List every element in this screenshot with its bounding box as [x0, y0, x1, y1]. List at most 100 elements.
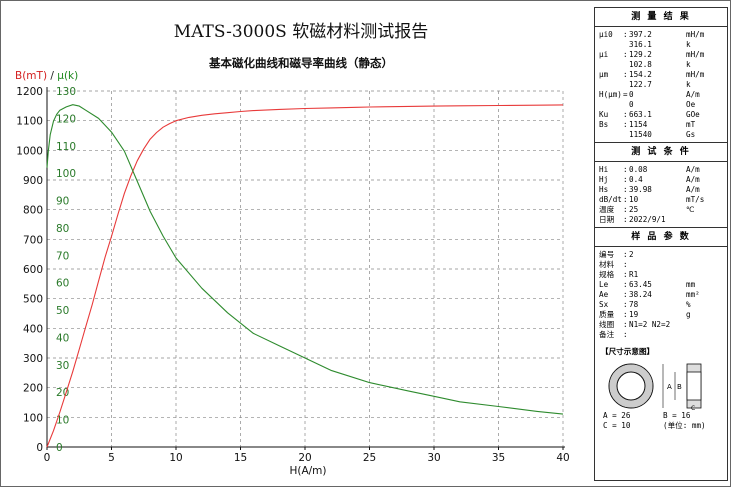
dim-label-c: C — [691, 405, 695, 411]
conditions-row: Hs:39.98 A/m — [595, 185, 727, 195]
dim-a: A = 26 — [603, 411, 631, 420]
results-heading: 测 量 结 果 — [595, 8, 727, 27]
sample-row: Ae:38.24 mm² — [595, 290, 727, 300]
sample-row: 备注: — [595, 330, 727, 340]
sample-row: Sx:78% — [595, 300, 727, 310]
results-value: 1154 — [629, 120, 648, 129]
y-right-tick-label: 10 — [56, 415, 69, 427]
ring-core-diagram: A B C — [608, 363, 702, 411]
x-axis-label: H(A/m) — [289, 465, 326, 477]
sample-row: Le:63.45 mm — [595, 280, 727, 290]
sample-row: 质量:19 g — [595, 310, 727, 320]
conditions-label: 日期 — [599, 215, 615, 224]
y-left-tick-label: 800 — [23, 205, 43, 217]
results-unit: A/m — [686, 90, 700, 99]
sample-colon: : — [623, 320, 628, 329]
conditions-unit: A/m — [686, 185, 700, 194]
results-colon: : — [623, 30, 628, 39]
sample-colon: : — [623, 260, 628, 269]
dim-b: B = 16 — [663, 411, 691, 420]
bh-chart: MATS-3000S 软磁材料测试报告 基本磁化曲线和磁导率曲线（静态） B(m… — [15, 22, 570, 477]
conditions-value: 39.98 — [629, 185, 652, 194]
dim-c: C = 10 — [603, 421, 631, 430]
y-left-tick-label: 1000 — [16, 145, 43, 157]
results-label: H(μm) — [599, 90, 622, 99]
conditions-row: dB/dt:10 mT/s — [595, 195, 727, 205]
sample-list: 编号:2 材料: 规格: R1 Le:63.45 mm Ae:38.24 mm² Sx:78% 质… — [595, 247, 727, 342]
results-row: Bs:1154 mT — [595, 120, 727, 130]
conditions-colon: : — [623, 195, 628, 204]
results-unit: mH/m — [686, 30, 705, 39]
results-row: H(μm) = 0 A/m — [595, 90, 727, 100]
sample-row: 规格: R1 — [595, 270, 727, 280]
y-right-tick-label: 100 — [56, 168, 76, 180]
results-value: 397.2 — [629, 30, 652, 39]
y-right-tick-label: 70 — [56, 250, 69, 262]
sample-heading: 样 品 参 数 — [595, 227, 727, 247]
sample-colon: : — [623, 270, 628, 279]
core-section-hole — [686, 371, 702, 401]
conditions-value: 2022/9/1 — [629, 215, 666, 224]
conditions-unit: mT/s — [686, 195, 705, 204]
y-left-tick-label: 600 — [23, 264, 43, 276]
dim-unit: (单位: mm) — [663, 421, 706, 430]
y-right-tick-label: 120 — [56, 113, 76, 125]
conditions-unit: A/m — [686, 175, 700, 184]
sample-label: 编号 — [599, 250, 615, 259]
sample-label: 备注 — [599, 330, 615, 339]
y-right-tick-label: 80 — [56, 223, 69, 235]
x-tick-label: 5 — [108, 452, 115, 464]
conditions-row: Hj:0.4 A/m — [595, 175, 727, 185]
results-row: μm:154.2 mH/m — [595, 70, 727, 80]
conditions-value: 25 — [629, 205, 639, 214]
sample-label: 材料 — [599, 260, 615, 269]
results-value: 11540 — [629, 130, 652, 139]
results-unit: mH/m — [686, 70, 705, 79]
conditions-label: Hs — [599, 185, 609, 194]
chart-title: MATS-3000S 软磁材料测试报告 — [174, 22, 428, 42]
conditions-label: 温度 — [599, 205, 615, 214]
results-label: Ku — [599, 110, 609, 119]
tick-labels: 0 5 10 15 20 25 30 35 40010020030040050060070080… — [16, 86, 569, 464]
conditions-label: dB/dt — [599, 195, 622, 204]
sample-unit: mm² — [686, 290, 700, 299]
results-row: 122.7 k — [595, 80, 727, 90]
conditions-list: Hi:0.08 A/m Hj:0.4 A/m Hs:39.98 A/m dB/dt:10 mT… — [595, 162, 727, 227]
conditions-row: Hi:0.08 A/m — [595, 165, 727, 175]
results-value: 129.2 — [629, 50, 652, 59]
results-unit: k — [686, 40, 691, 49]
results-value: 154.2 — [629, 70, 652, 79]
chart-subtitle: 基本磁化曲线和磁导率曲线（静态） — [208, 56, 393, 70]
conditions-colon: : — [623, 175, 628, 184]
grid — [47, 90, 564, 447]
y-right-tick-label: 110 — [56, 141, 76, 153]
y-left-tick-label: 1200 — [16, 86, 43, 98]
y-right-tick-label: 50 — [56, 305, 69, 317]
diagram-title: 【尺寸示意图】 — [601, 347, 655, 356]
results-unit: Gs — [686, 130, 696, 139]
results-row: μi:129.2 mH/m — [595, 50, 727, 60]
sample-label: Ae — [599, 290, 609, 299]
conditions-unit: A/m — [686, 165, 700, 174]
sample-value: N1=2 N2=2 — [629, 320, 671, 329]
y-left-tick-label: 500 — [23, 294, 43, 306]
y-axis-label-left: B(mT) — [15, 70, 47, 82]
x-tick-label: 40 — [556, 452, 569, 464]
conditions-value: 0.4 — [629, 175, 643, 184]
results-unit: GOe — [686, 110, 700, 119]
y-right-tick-label: 40 — [56, 332, 69, 344]
b-curve-line — [46, 104, 564, 448]
y-left-tick-label: 300 — [23, 353, 43, 365]
sample-colon: : — [623, 250, 628, 259]
results-value: 0 — [629, 100, 634, 109]
results-colon: : — [623, 110, 628, 119]
results-row: Ku:663.1 GOe — [595, 110, 727, 120]
dim-label-b: B — [677, 383, 682, 391]
sample-colon: : — [623, 280, 628, 289]
results-list: μi0:397.2 mH/m 316.1 k μi:129.2 mH/m 102.8 k μm:… — [595, 27, 727, 142]
y-left-tick-label: 700 — [23, 234, 43, 246]
sample-colon: : — [623, 310, 628, 319]
sample-value: 2 — [629, 250, 634, 259]
results-unit: k — [686, 60, 691, 69]
